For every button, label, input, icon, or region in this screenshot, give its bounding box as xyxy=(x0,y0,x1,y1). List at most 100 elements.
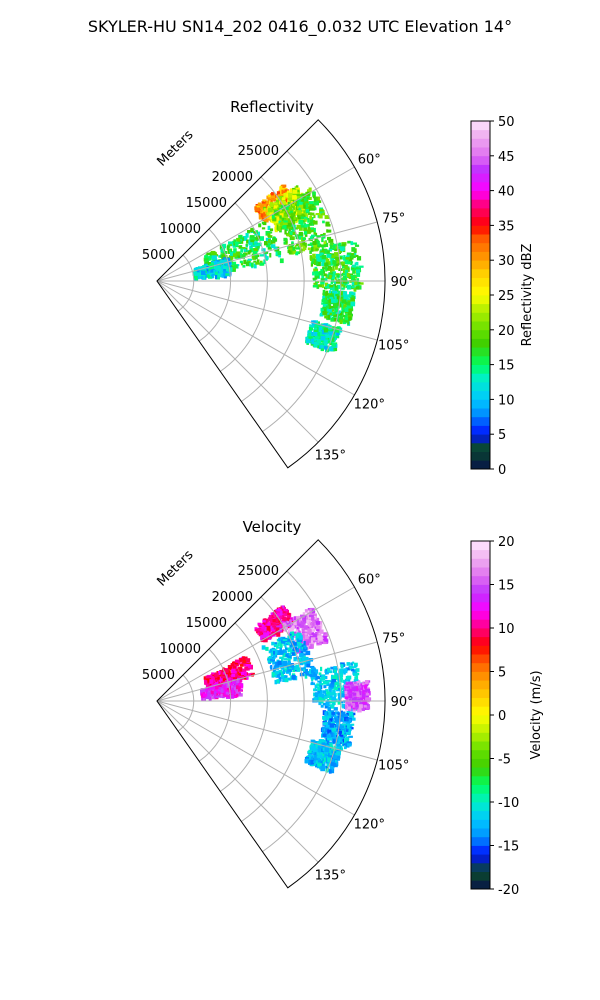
echo-gate xyxy=(288,669,292,672)
echo-gate xyxy=(332,332,338,337)
echo-gate xyxy=(284,645,287,648)
echo-gate xyxy=(330,277,335,283)
echo-gate xyxy=(283,213,287,217)
echo-gate xyxy=(346,272,350,278)
colorbar-segment xyxy=(471,364,490,374)
echo-gate xyxy=(312,613,317,619)
echo-gate xyxy=(287,659,291,663)
echo-gate xyxy=(347,706,351,710)
range-ring xyxy=(262,150,342,433)
echo-gate xyxy=(322,294,326,298)
echo-gate xyxy=(325,689,329,692)
colorbar-segment xyxy=(471,662,490,672)
echo-gate xyxy=(300,216,304,220)
echo-gate xyxy=(322,220,325,224)
echo-gate xyxy=(340,712,343,717)
echo-gate xyxy=(247,230,251,234)
echo-gate xyxy=(224,691,227,694)
echo-gate xyxy=(276,665,279,670)
colorbar-segment xyxy=(471,688,490,698)
echo-gate xyxy=(349,275,352,279)
echo-gate xyxy=(204,258,209,261)
echo-gate xyxy=(295,629,299,633)
echo-gate xyxy=(229,685,234,688)
echo-gate xyxy=(284,678,289,683)
echo-gate xyxy=(303,203,306,209)
colorbar-segment xyxy=(471,601,490,611)
echo-gate xyxy=(343,279,348,284)
echo-gate xyxy=(314,232,318,237)
echo-gate xyxy=(346,305,352,309)
echo-gate xyxy=(260,262,265,266)
echo-gate xyxy=(288,628,292,632)
echo-gate xyxy=(323,718,327,723)
echo-gate xyxy=(206,690,212,695)
echo-gate xyxy=(342,690,345,696)
echo-gate xyxy=(282,670,286,674)
echo-gate xyxy=(317,332,321,337)
echo-gate xyxy=(311,755,316,758)
echo-gate xyxy=(264,626,267,631)
colorbar-segment xyxy=(471,321,490,331)
echo-gate xyxy=(282,653,286,658)
echo-gate xyxy=(337,274,342,278)
echo-gate xyxy=(310,667,316,673)
echo-gate xyxy=(328,686,331,689)
echo-gate xyxy=(325,221,330,227)
echo-gate xyxy=(269,228,274,232)
echo-gate xyxy=(238,692,241,695)
echo-gate xyxy=(336,299,340,304)
echo-gate xyxy=(356,705,361,708)
echo-gate xyxy=(310,638,314,644)
echo-gate xyxy=(206,267,211,270)
echo-gate xyxy=(270,657,275,660)
echo-gate xyxy=(331,254,335,259)
echo-gate xyxy=(205,675,211,679)
echo-gate xyxy=(298,642,301,645)
echo-gate xyxy=(330,732,335,737)
echo-gate xyxy=(310,677,316,680)
echo-gate xyxy=(337,295,340,300)
echo-gate xyxy=(342,743,347,746)
echo-gate xyxy=(274,642,278,646)
azimuth-gridline xyxy=(156,280,378,341)
echo-gate xyxy=(320,278,325,283)
echo-gate xyxy=(338,285,341,289)
echo-gate xyxy=(365,705,371,710)
echo-gate xyxy=(279,650,284,655)
echo-gate xyxy=(358,265,364,268)
echo-gate xyxy=(288,245,292,250)
echo-gate xyxy=(336,725,339,729)
echo-gate xyxy=(262,199,267,203)
echo-gate xyxy=(249,235,255,238)
echo-gate xyxy=(286,666,290,672)
echo-gate xyxy=(329,692,334,696)
echo-gate xyxy=(300,209,305,215)
echo-gate xyxy=(338,730,342,734)
echo-gate xyxy=(344,269,349,274)
echo-gate xyxy=(275,618,279,622)
radial-tick-label: 20000 xyxy=(212,170,253,185)
echo-gate xyxy=(279,620,282,625)
echo-gate xyxy=(283,220,288,224)
echo-gate xyxy=(324,282,329,287)
echo-gate xyxy=(285,215,288,220)
echo-gate xyxy=(352,242,357,245)
echo-gate xyxy=(279,207,284,210)
echo-gate xyxy=(272,217,277,222)
echo-gate xyxy=(282,649,286,655)
echo-gate xyxy=(318,215,323,219)
echo-gate xyxy=(212,260,218,265)
echo-gate xyxy=(301,621,306,625)
echo-gate xyxy=(283,609,288,612)
echo-gate xyxy=(269,626,273,631)
colorbar-segment xyxy=(471,451,490,461)
echo-gate xyxy=(288,247,293,251)
echo-gate xyxy=(263,212,266,217)
echo-gate xyxy=(307,223,310,227)
echo-gate xyxy=(269,665,273,669)
echo-gate xyxy=(330,666,334,670)
colorbar-segment xyxy=(471,425,490,435)
echo-gate xyxy=(335,293,339,296)
echo-gate xyxy=(333,754,338,757)
